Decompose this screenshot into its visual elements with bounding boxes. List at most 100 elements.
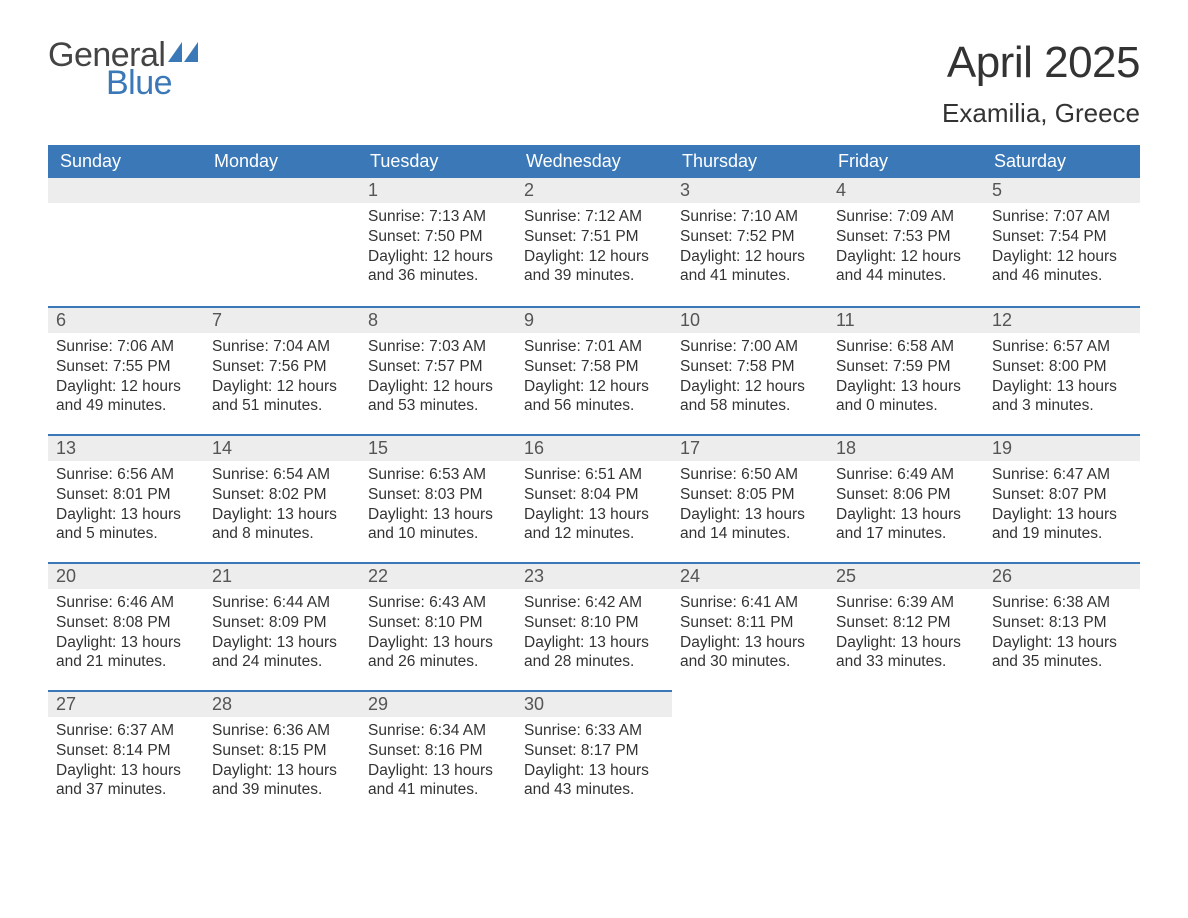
day-details: Sunrise: 6:42 AMSunset: 8:10 PMDaylight:…	[516, 589, 672, 678]
location: Examilia, Greece	[942, 98, 1140, 129]
calendar-cell: 16Sunrise: 6:51 AMSunset: 8:04 PMDayligh…	[516, 434, 672, 562]
day-details: Sunrise: 6:46 AMSunset: 8:08 PMDaylight:…	[48, 589, 204, 678]
calendar-cell: 19Sunrise: 6:47 AMSunset: 8:07 PMDayligh…	[984, 434, 1140, 562]
day-number: 16	[516, 434, 672, 461]
calendar-cell: 10Sunrise: 7:00 AMSunset: 7:58 PMDayligh…	[672, 306, 828, 434]
calendar-cell: 23Sunrise: 6:42 AMSunset: 8:10 PMDayligh…	[516, 562, 672, 690]
calendar-cell	[672, 690, 828, 818]
calendar-header: SundayMondayTuesdayWednesdayThursdayFrid…	[48, 145, 1140, 178]
day-details: Sunrise: 6:34 AMSunset: 8:16 PMDaylight:…	[360, 717, 516, 806]
header: General Blue April 2025 Examilia, Greece	[48, 38, 1140, 139]
calendar-cell: 11Sunrise: 6:58 AMSunset: 7:59 PMDayligh…	[828, 306, 984, 434]
calendar-cell: 30Sunrise: 6:33 AMSunset: 8:17 PMDayligh…	[516, 690, 672, 818]
calendar-cell: 20Sunrise: 6:46 AMSunset: 8:08 PMDayligh…	[48, 562, 204, 690]
brand-flag-icon	[168, 42, 198, 66]
weekday-header: Saturday	[984, 145, 1140, 178]
day-details: Sunrise: 6:47 AMSunset: 8:07 PMDaylight:…	[984, 461, 1140, 550]
calendar-cell: 25Sunrise: 6:39 AMSunset: 8:12 PMDayligh…	[828, 562, 984, 690]
day-details: Sunrise: 6:50 AMSunset: 8:05 PMDaylight:…	[672, 461, 828, 550]
day-number: 7	[204, 306, 360, 333]
day-number: 29	[360, 690, 516, 717]
day-details: Sunrise: 6:36 AMSunset: 8:15 PMDaylight:…	[204, 717, 360, 806]
day-number: 9	[516, 306, 672, 333]
day-number: 20	[48, 562, 204, 589]
calendar-cell: 17Sunrise: 6:50 AMSunset: 8:05 PMDayligh…	[672, 434, 828, 562]
day-details: Sunrise: 7:13 AMSunset: 7:50 PMDaylight:…	[360, 203, 516, 292]
day-number: 27	[48, 690, 204, 717]
day-number: 25	[828, 562, 984, 589]
day-number: 5	[984, 178, 1140, 203]
calendar-cell: 2Sunrise: 7:12 AMSunset: 7:51 PMDaylight…	[516, 178, 672, 306]
day-number: 30	[516, 690, 672, 717]
calendar-cell: 15Sunrise: 6:53 AMSunset: 8:03 PMDayligh…	[360, 434, 516, 562]
day-number: 11	[828, 306, 984, 333]
day-details: Sunrise: 6:43 AMSunset: 8:10 PMDaylight:…	[360, 589, 516, 678]
month-title: April 2025	[942, 38, 1140, 88]
day-details: Sunrise: 6:58 AMSunset: 7:59 PMDaylight:…	[828, 333, 984, 422]
day-number: 23	[516, 562, 672, 589]
day-number: 19	[984, 434, 1140, 461]
day-details: Sunrise: 6:39 AMSunset: 8:12 PMDaylight:…	[828, 589, 984, 678]
day-number: 17	[672, 434, 828, 461]
day-number: 15	[360, 434, 516, 461]
day-number: 22	[360, 562, 516, 589]
calendar-cell	[984, 690, 1140, 818]
day-details: Sunrise: 7:06 AMSunset: 7:55 PMDaylight:…	[48, 333, 204, 422]
day-details: Sunrise: 6:56 AMSunset: 8:01 PMDaylight:…	[48, 461, 204, 550]
day-number: 3	[672, 178, 828, 203]
day-details: Sunrise: 7:07 AMSunset: 7:54 PMDaylight:…	[984, 203, 1140, 292]
calendar-cell: 28Sunrise: 6:36 AMSunset: 8:15 PMDayligh…	[204, 690, 360, 818]
calendar-cell: 18Sunrise: 6:49 AMSunset: 8:06 PMDayligh…	[828, 434, 984, 562]
day-details: Sunrise: 6:33 AMSunset: 8:17 PMDaylight:…	[516, 717, 672, 806]
calendar-cell: 22Sunrise: 6:43 AMSunset: 8:10 PMDayligh…	[360, 562, 516, 690]
calendar-cell: 7Sunrise: 7:04 AMSunset: 7:56 PMDaylight…	[204, 306, 360, 434]
day-details: Sunrise: 6:54 AMSunset: 8:02 PMDaylight:…	[204, 461, 360, 550]
calendar-week-row: 13Sunrise: 6:56 AMSunset: 8:01 PMDayligh…	[48, 434, 1140, 562]
calendar-week-row: 6Sunrise: 7:06 AMSunset: 7:55 PMDaylight…	[48, 306, 1140, 434]
brand-logo: General Blue	[48, 38, 198, 100]
weekday-header: Tuesday	[360, 145, 516, 178]
day-number: 6	[48, 306, 204, 333]
calendar-cell	[204, 178, 360, 306]
day-details: Sunrise: 6:57 AMSunset: 8:00 PMDaylight:…	[984, 333, 1140, 422]
day-details: Sunrise: 6:49 AMSunset: 8:06 PMDaylight:…	[828, 461, 984, 550]
day-details: Sunrise: 6:53 AMSunset: 8:03 PMDaylight:…	[360, 461, 516, 550]
day-details: Sunrise: 6:41 AMSunset: 8:11 PMDaylight:…	[672, 589, 828, 678]
calendar-cell: 24Sunrise: 6:41 AMSunset: 8:11 PMDayligh…	[672, 562, 828, 690]
calendar-cell: 6Sunrise: 7:06 AMSunset: 7:55 PMDaylight…	[48, 306, 204, 434]
weekday-header: Friday	[828, 145, 984, 178]
day-number: 8	[360, 306, 516, 333]
day-details: Sunrise: 6:51 AMSunset: 8:04 PMDaylight:…	[516, 461, 672, 550]
calendar-cell: 12Sunrise: 6:57 AMSunset: 8:00 PMDayligh…	[984, 306, 1140, 434]
day-details: Sunrise: 7:01 AMSunset: 7:58 PMDaylight:…	[516, 333, 672, 422]
calendar-cell: 1Sunrise: 7:13 AMSunset: 7:50 PMDaylight…	[360, 178, 516, 306]
calendar-cell: 13Sunrise: 6:56 AMSunset: 8:01 PMDayligh…	[48, 434, 204, 562]
calendar-cell: 21Sunrise: 6:44 AMSunset: 8:09 PMDayligh…	[204, 562, 360, 690]
day-details: Sunrise: 6:38 AMSunset: 8:13 PMDaylight:…	[984, 589, 1140, 678]
day-details: Sunrise: 7:10 AMSunset: 7:52 PMDaylight:…	[672, 203, 828, 292]
calendar-cell: 5Sunrise: 7:07 AMSunset: 7:54 PMDaylight…	[984, 178, 1140, 306]
day-details: Sunrise: 7:09 AMSunset: 7:53 PMDaylight:…	[828, 203, 984, 292]
day-number: 28	[204, 690, 360, 717]
day-number: 18	[828, 434, 984, 461]
day-details: Sunrise: 7:00 AMSunset: 7:58 PMDaylight:…	[672, 333, 828, 422]
calendar-table: SundayMondayTuesdayWednesdayThursdayFrid…	[48, 145, 1140, 818]
weekday-header: Sunday	[48, 145, 204, 178]
day-details: Sunrise: 7:03 AMSunset: 7:57 PMDaylight:…	[360, 333, 516, 422]
weekday-header: Wednesday	[516, 145, 672, 178]
brand-line2: Blue	[106, 66, 198, 100]
calendar-cell: 3Sunrise: 7:10 AMSunset: 7:52 PMDaylight…	[672, 178, 828, 306]
day-details: Sunrise: 7:12 AMSunset: 7:51 PMDaylight:…	[516, 203, 672, 292]
calendar-cell: 9Sunrise: 7:01 AMSunset: 7:58 PMDaylight…	[516, 306, 672, 434]
calendar-cell: 29Sunrise: 6:34 AMSunset: 8:16 PMDayligh…	[360, 690, 516, 818]
title-block: April 2025 Examilia, Greece	[942, 38, 1140, 139]
calendar-cell: 14Sunrise: 6:54 AMSunset: 8:02 PMDayligh…	[204, 434, 360, 562]
calendar-cell	[48, 178, 204, 306]
calendar-week-row: 20Sunrise: 6:46 AMSunset: 8:08 PMDayligh…	[48, 562, 1140, 690]
day-number: 1	[360, 178, 516, 203]
calendar-cell: 27Sunrise: 6:37 AMSunset: 8:14 PMDayligh…	[48, 690, 204, 818]
day-number: 2	[516, 178, 672, 203]
calendar-body: 1Sunrise: 7:13 AMSunset: 7:50 PMDaylight…	[48, 178, 1140, 818]
calendar-week-row: 1Sunrise: 7:13 AMSunset: 7:50 PMDaylight…	[48, 178, 1140, 306]
calendar-cell: 4Sunrise: 7:09 AMSunset: 7:53 PMDaylight…	[828, 178, 984, 306]
